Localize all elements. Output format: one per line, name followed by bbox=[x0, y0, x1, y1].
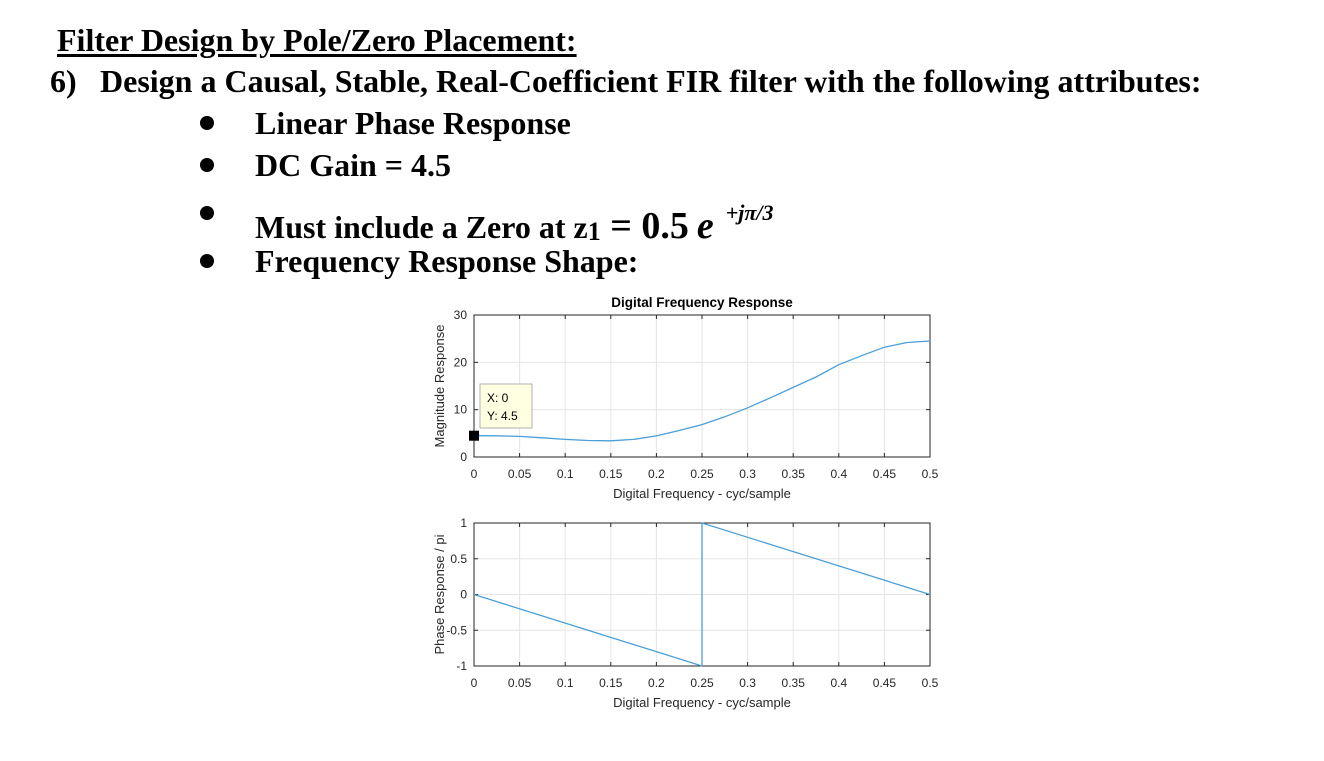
magnitude-y-axis-label: Magnitude Response bbox=[432, 325, 447, 448]
magnitude-chart-title: Digital Frequency Response bbox=[611, 295, 793, 310]
phase-y-tick-label: 0 bbox=[460, 588, 467, 602]
magnitude-y-tick-label: 30 bbox=[454, 308, 468, 322]
phase-x-tick-label: 0.15 bbox=[599, 676, 623, 690]
magnitude-y-tick-label: 0 bbox=[460, 450, 467, 464]
phase-x-tick-label: 0.05 bbox=[508, 676, 532, 690]
phase-x-axis-label: Digital Frequency - cyc/sample bbox=[613, 695, 791, 710]
phase-y-tick-label: 0.5 bbox=[450, 552, 467, 566]
magnitude-x-tick-label: 0.2 bbox=[648, 467, 665, 481]
problem-text: Design a Causal, Stable, Real-Coefficien… bbox=[100, 63, 1202, 99]
magnitude-x-tick-label: 0.45 bbox=[873, 467, 897, 481]
phase-x-tick-label: 0.2 bbox=[648, 676, 665, 690]
phase-x-tick-label: 0.35 bbox=[782, 676, 806, 690]
magnitude-axes-frame bbox=[473, 314, 931, 458]
phase-x-tick-label: 0.3 bbox=[739, 676, 756, 690]
magnitude-x-tick-label: 0.3 bbox=[739, 467, 756, 481]
attribute-freq-shape: Frequency Response Shape: bbox=[255, 243, 639, 279]
phase-x-tick-label: 0.45 bbox=[873, 676, 897, 690]
zero-exponent: +jπ/3 bbox=[725, 200, 774, 225]
magnitude-x-tick-label: 0.05 bbox=[508, 467, 532, 481]
phase-x-tick-label: 0.4 bbox=[830, 676, 847, 690]
magnitude-x-tick-label: 0.15 bbox=[599, 467, 623, 481]
phase-x-tick-label: 0.25 bbox=[690, 676, 714, 690]
problem-statement: 6) Design a Causal, Stable, Real-Coeffici… bbox=[50, 63, 1202, 100]
zero-magnitude: 0.5 bbox=[641, 205, 689, 247]
bullet-icon bbox=[200, 116, 214, 130]
bullet-icon bbox=[200, 254, 214, 268]
attribute-zero: Must include a Zero at z1 = 0.5 e +jπ/3 bbox=[255, 193, 774, 250]
section-heading: Filter Design by Pole/Zero Placement: bbox=[57, 22, 577, 58]
zero-equals: = bbox=[600, 205, 642, 247]
phase-y-tick-label: 1 bbox=[460, 516, 467, 530]
magnitude-series-line bbox=[473, 340, 931, 442]
datatip-marker bbox=[469, 430, 479, 441]
bullet-icon bbox=[200, 206, 214, 220]
magnitude-x-tick-label: 0.1 bbox=[557, 467, 574, 481]
zero-exponential-base: e bbox=[696, 205, 714, 247]
phase-y-tick-label: -0.5 bbox=[446, 623, 467, 637]
datatip-box bbox=[479, 383, 533, 429]
phase-y-axis-label: Phase Response / pi bbox=[432, 534, 447, 654]
magnitude-y-tick-label: 20 bbox=[454, 355, 468, 369]
zero-prefix: Must include a Zero at z bbox=[255, 209, 588, 245]
magnitude-x-tick-label: 0.35 bbox=[782, 467, 806, 481]
phase-x-tick-label: 0.1 bbox=[557, 676, 574, 690]
datatip-y-label: Y: 4.5 bbox=[487, 409, 518, 423]
attribute-linear-phase: Linear Phase Response bbox=[255, 105, 571, 141]
attribute-dc-gain: DC Gain = 4.5 bbox=[255, 147, 452, 183]
problem-number: 6) bbox=[50, 63, 77, 99]
phase-x-tick-label: 0 bbox=[471, 676, 478, 690]
zero-subscript: 1 bbox=[587, 217, 601, 246]
magnitude-x-tick-label: 0.25 bbox=[690, 467, 714, 481]
magnitude-x-tick-label: 0.4 bbox=[830, 467, 847, 481]
phase-series-line bbox=[473, 522, 931, 667]
phase-y-tick-label: -1 bbox=[456, 659, 467, 673]
magnitude-x-tick-label: 0 bbox=[471, 467, 478, 481]
magnitude-y-tick-label: 10 bbox=[454, 403, 468, 417]
bullet-icon bbox=[200, 158, 214, 172]
datatip-x-label: X: 0 bbox=[487, 391, 509, 405]
magnitude-x-tick-label: 0.5 bbox=[922, 467, 939, 481]
magnitude-x-axis-label: Digital Frequency - cyc/sample bbox=[613, 486, 791, 501]
phase-x-tick-label: 0.5 bbox=[922, 676, 939, 690]
